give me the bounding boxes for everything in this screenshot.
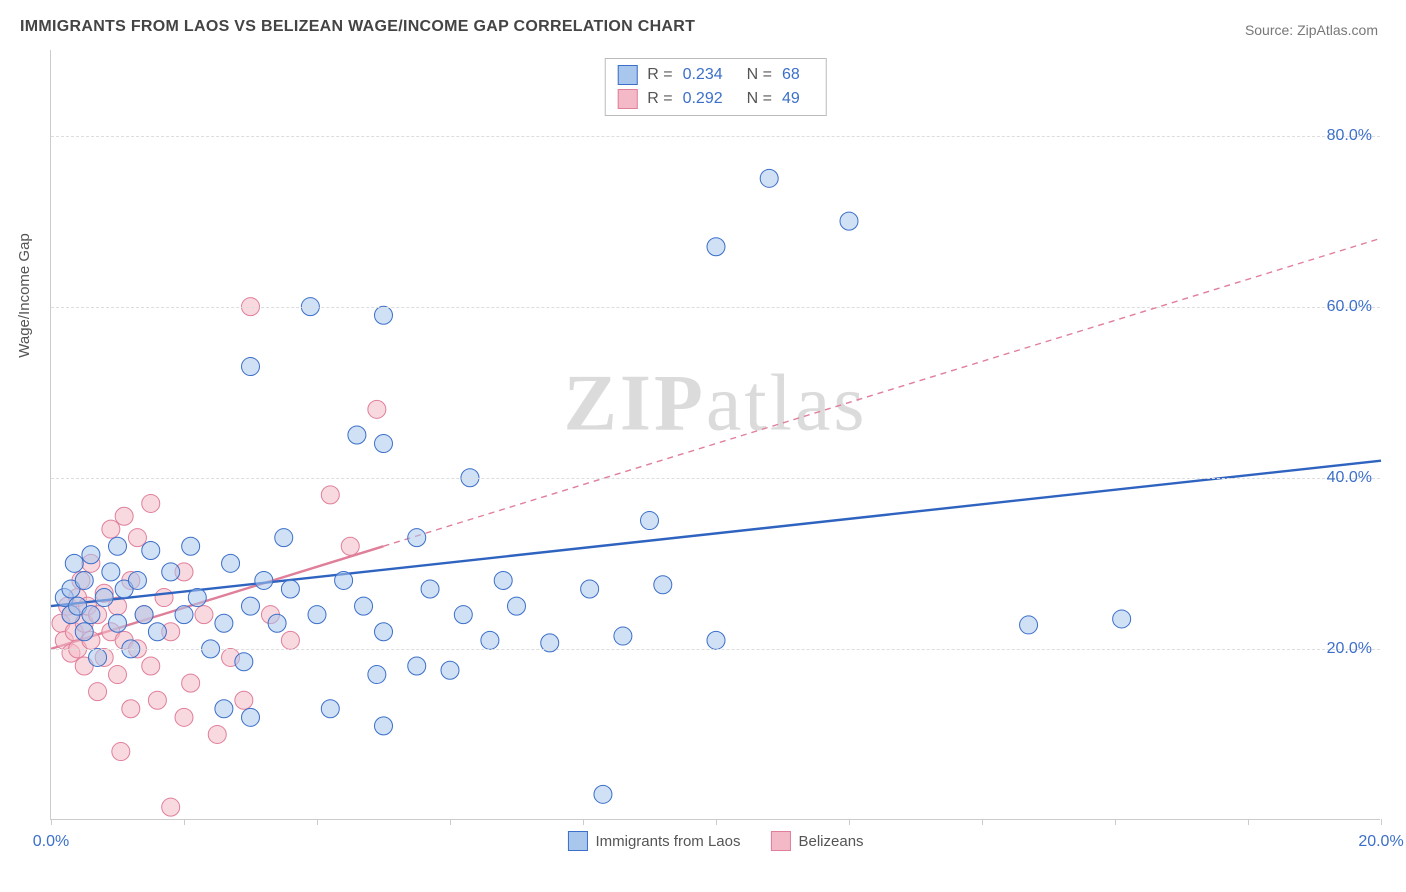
ytick-label: 20.0% [1327, 640, 1372, 658]
stats-row-series1: R = 0.234 N = 68 [617, 63, 814, 87]
stat-n-label: N = [747, 66, 772, 84]
gridline [51, 478, 1380, 479]
xtick [450, 819, 451, 825]
stat-r-label: R = [647, 90, 672, 108]
gridline [51, 307, 1380, 308]
xtick [1381, 819, 1382, 825]
ytick-label: 80.0% [1327, 127, 1372, 145]
legend-label-series2: Belizeans [799, 833, 864, 850]
source-attribution: Source: ZipAtlas.com [1245, 22, 1378, 38]
xtick-label: 20.0% [1358, 833, 1403, 851]
swatch-series2-bottom [771, 831, 791, 851]
stat-n-value-1: 68 [782, 66, 800, 84]
xtick [51, 819, 52, 825]
gridline [51, 136, 1380, 137]
legend-item-series2: Belizeans [771, 831, 864, 851]
xtick [184, 819, 185, 825]
chart-svg [51, 50, 1380, 819]
stats-legend-box: R = 0.234 N = 68 R = 0.292 N = 49 [604, 58, 827, 116]
y-axis-label: Wage/Income Gap [16, 233, 33, 358]
swatch-series1 [617, 65, 637, 85]
stats-row-series2: R = 0.292 N = 49 [617, 87, 814, 111]
gridline [51, 649, 1380, 650]
xtick [317, 819, 318, 825]
stat-n-label: N = [747, 90, 772, 108]
swatch-series2 [617, 89, 637, 109]
ytick-label: 40.0% [1327, 469, 1372, 487]
xtick [583, 819, 584, 825]
chart-title: IMMIGRANTS FROM LAOS VS BELIZEAN WAGE/IN… [20, 18, 695, 36]
xtick [716, 819, 717, 825]
plot-area: ZIPatlas R = 0.234 N = 68 R = 0.292 N = … [50, 50, 1380, 820]
stat-r-value-1: 0.234 [683, 66, 723, 84]
xtick [849, 819, 850, 825]
ytick-label: 60.0% [1327, 298, 1372, 316]
swatch-series1-bottom [567, 831, 587, 851]
legend-label-series1: Immigrants from Laos [595, 833, 740, 850]
stat-n-value-2: 49 [782, 90, 800, 108]
legend-item-series1: Immigrants from Laos [567, 831, 740, 851]
xtick [982, 819, 983, 825]
bottom-legend: Immigrants from Laos Belizeans [567, 831, 863, 851]
stat-r-value-2: 0.292 [683, 90, 723, 108]
stat-r-label: R = [647, 66, 672, 84]
xtick [1115, 819, 1116, 825]
xtick-label: 0.0% [33, 833, 69, 851]
xtick [1248, 819, 1249, 825]
